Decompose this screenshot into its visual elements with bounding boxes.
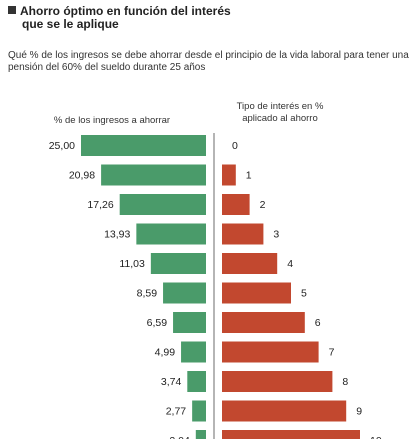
right-value-label-3: 3 bbox=[273, 229, 279, 241]
left-value-label-0: 25,00 bbox=[49, 140, 75, 152]
left-bar-10 bbox=[195, 430, 206, 439]
chart-title-text: Ahorro óptimo en función del interés bbox=[20, 4, 231, 18]
right-value-label-10: 10 bbox=[370, 435, 382, 439]
left-bar-0 bbox=[81, 135, 206, 156]
right-axis-label-line2: aplicado al ahorro bbox=[242, 113, 318, 124]
right-value-label-5: 5 bbox=[301, 288, 307, 300]
right-bar-3 bbox=[222, 223, 264, 245]
left-value-label-8: 3,74 bbox=[161, 376, 182, 388]
chart-description: Qué % de los ingresos se debe ahorrar de… bbox=[8, 50, 409, 73]
left-value-label-10: 2,04 bbox=[169, 435, 190, 439]
left-value-label-3: 13,93 bbox=[104, 229, 130, 241]
right-bar-1 bbox=[222, 164, 236, 186]
left-bar-6 bbox=[173, 312, 206, 333]
left-value-label-6: 6,59 bbox=[147, 317, 168, 329]
left-bar-1 bbox=[101, 164, 206, 186]
right-value-label-9: 9 bbox=[356, 406, 362, 418]
left-bar-7 bbox=[181, 341, 206, 363]
left-value-label-2: 17,26 bbox=[87, 199, 113, 211]
left-bar-9 bbox=[192, 400, 206, 422]
right-bar-10 bbox=[222, 430, 360, 439]
left-value-label-9: 2,77 bbox=[166, 406, 187, 418]
right-value-label-1: 1 bbox=[246, 170, 252, 182]
chart-title-line2: que se le aplique bbox=[22, 17, 119, 31]
left-value-label-4: 11,03 bbox=[119, 258, 145, 270]
left-bar-3 bbox=[136, 223, 206, 245]
right-value-label-0: 0 bbox=[232, 140, 238, 152]
right-bar-5 bbox=[222, 282, 291, 304]
right-axis-label-line1: Tipo de interés en % bbox=[237, 101, 324, 112]
left-bar-4 bbox=[150, 253, 206, 274]
chart-title: Ahorro óptimo en función del interés bbox=[8, 5, 231, 18]
right-bar-6 bbox=[222, 312, 305, 333]
left-value-label-7: 4,99 bbox=[155, 347, 176, 359]
right-value-label-7: 7 bbox=[329, 347, 335, 359]
left-value-label-1: 20,98 bbox=[69, 170, 95, 182]
left-bar-8 bbox=[187, 371, 206, 392]
title-square-icon bbox=[8, 6, 16, 14]
right-value-label-4: 4 bbox=[287, 258, 293, 270]
left-bar-2 bbox=[119, 194, 206, 215]
right-bar-9 bbox=[222, 400, 347, 422]
left-value-label-5: 8,59 bbox=[137, 288, 158, 300]
right-value-label-2: 2 bbox=[260, 199, 266, 211]
right-value-label-8: 8 bbox=[342, 376, 348, 388]
right-bar-8 bbox=[222, 371, 333, 392]
right-bar-7 bbox=[222, 341, 319, 363]
left-axis-label: % de los ingresos a ahorrar bbox=[54, 115, 170, 126]
right-value-label-6: 6 bbox=[315, 317, 321, 329]
right-bar-2 bbox=[222, 194, 250, 215]
left-bar-5 bbox=[163, 282, 206, 304]
right-bar-4 bbox=[222, 253, 278, 274]
